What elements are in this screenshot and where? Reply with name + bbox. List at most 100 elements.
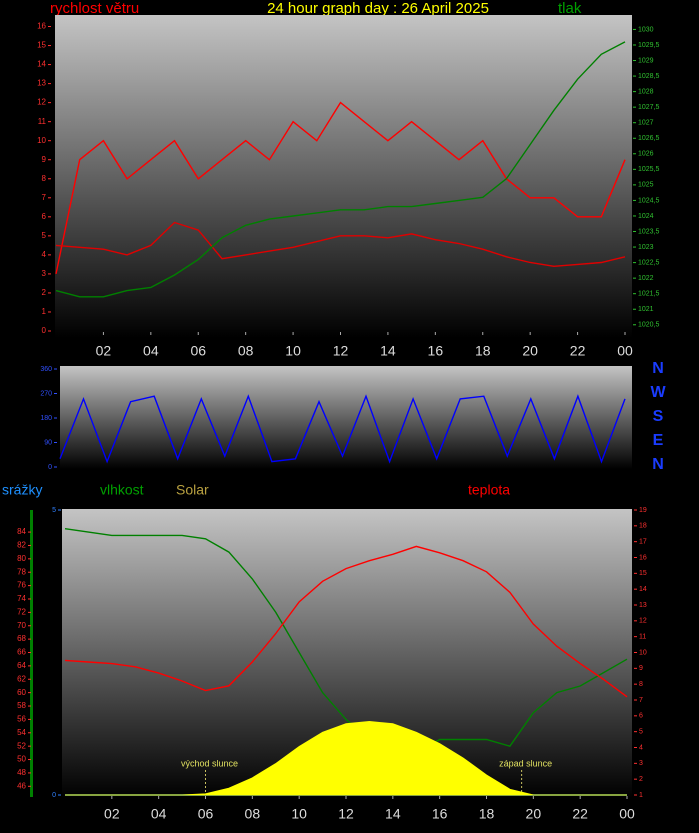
x-tick-label: 06 [198, 806, 214, 822]
x-tick-label: 10 [285, 343, 301, 359]
y2-tick-label: 11 [639, 634, 646, 641]
y2-tick-label: 1021 [638, 306, 654, 313]
legend-label: teplota [468, 482, 510, 498]
x-tick-label: 12 [338, 806, 354, 822]
compass-label: N [652, 456, 664, 473]
y-tick-label: 62 [17, 674, 26, 683]
y-tick-label: 13 [37, 79, 46, 88]
y2-tick-label: 1020,5 [638, 322, 660, 329]
y2-tick-label: 16 [639, 554, 647, 561]
annotation: východ slunce [181, 758, 238, 768]
y-tick-label: 11 [38, 117, 47, 126]
x-tick-label: 16 [432, 806, 448, 822]
y2-tick-label: 1025,5 [638, 166, 660, 173]
x-tick-label: 06 [190, 343, 206, 359]
y-tick-label: 48 [17, 768, 26, 777]
y2-tick-label: 1023,5 [638, 228, 660, 235]
y-tick-label: 74 [17, 594, 26, 603]
y-tick-label: 10 [37, 136, 46, 145]
y3-tick-label: 5 [52, 507, 56, 514]
y3-tick-label: 0 [52, 792, 56, 799]
y2-axis-label: tlak [558, 0, 582, 17]
x-tick-label: 22 [572, 806, 588, 822]
x-tick-label: 04 [143, 343, 159, 359]
y2-tick-label: 14 [639, 586, 647, 593]
x-tick-label: 20 [522, 343, 538, 359]
y-tick-label: 68 [17, 634, 26, 643]
y-tick-label: 360 [40, 366, 52, 373]
y2-tick-label: 17 [639, 539, 647, 546]
y-tick-label: 54 [17, 728, 26, 737]
y2-tick-label: 1022,5 [638, 259, 660, 266]
area [65, 720, 627, 796]
x-tick-label: 12 [333, 343, 349, 359]
y2-tick-label: 1021,5 [638, 291, 660, 298]
x-tick-label: 02 [104, 806, 120, 822]
y-tick-label: 270 [40, 390, 52, 397]
y2-tick-label: 1029 [638, 57, 654, 64]
y2-tick-label: 4 [639, 744, 643, 751]
x-tick-label: 00 [617, 343, 633, 359]
y-tick-label: 7 [42, 193, 47, 202]
y-tick-label: 90 [44, 439, 52, 446]
compass-label: S [653, 408, 664, 425]
compass-label: N [652, 360, 664, 377]
y2-tick-label: 1025 [638, 182, 654, 189]
y2-tick-label: 1 [639, 792, 643, 799]
line [55, 221, 626, 268]
y2-tick-label: 1024 [638, 213, 654, 220]
y2-tick-label: 1028 [638, 88, 654, 95]
y2-tick-label: 1027,5 [638, 104, 660, 111]
line [55, 101, 626, 275]
y-tick-label: 4 [42, 250, 47, 259]
annotation: západ slunce [499, 758, 552, 768]
compass-label: E [653, 432, 664, 449]
y2-tick-label: 7 [639, 697, 643, 704]
x-tick-label: 18 [479, 806, 495, 822]
y-tick-label: 84 [17, 527, 26, 536]
y-tick-label: 180 [40, 415, 52, 422]
y2-tick-label: 19 [639, 507, 647, 514]
y-tick-label: 8 [42, 174, 47, 183]
y-tick-label: 2 [42, 288, 47, 297]
y-tick-label: 80 [17, 554, 26, 563]
y-tick-label: 82 [17, 541, 26, 550]
y2-tick-label: 2 [639, 776, 643, 783]
y2-tick-label: 1026 [638, 151, 654, 158]
y2-tick-label: 8 [639, 681, 643, 688]
chart-title: 24 hour graph day : 26 April 2025 [267, 0, 489, 17]
x-tick-label: 14 [385, 806, 401, 822]
y-tick-label: 1 [42, 307, 47, 316]
x-tick-label: 10 [291, 806, 307, 822]
y-tick-label: 76 [17, 581, 26, 590]
y2-tick-label: 1026,5 [638, 135, 660, 142]
y-tick-label: 72 [17, 607, 26, 616]
plot-background [55, 15, 632, 338]
y2-tick-label: 1028,5 [638, 73, 660, 80]
x-tick-label: 14 [380, 343, 396, 359]
y-tick-label: 6 [42, 212, 47, 221]
y2-tick-label: 1024,5 [638, 197, 660, 204]
y2-tick-label: 6 [639, 713, 643, 720]
y-tick-label: 70 [17, 621, 26, 630]
plot-background [60, 366, 632, 469]
y2-tick-label: 10 [639, 649, 647, 656]
x-tick-label: 08 [238, 343, 254, 359]
line [64, 545, 628, 698]
x-tick-label: 08 [245, 806, 261, 822]
axis-bar [30, 510, 33, 797]
y2-tick-label: 3 [639, 760, 643, 767]
line [59, 394, 626, 464]
legend-label: Solar [176, 482, 209, 498]
y2-tick-label: 1027 [638, 120, 654, 127]
y-tick-label: 56 [17, 715, 26, 724]
line [64, 528, 628, 754]
y-tick-label: 15 [37, 41, 46, 50]
y-tick-label: 52 [17, 741, 26, 750]
y-tick-label: 60 [17, 688, 26, 697]
y-tick-label: 64 [17, 661, 26, 670]
y-tick-label: 46 [17, 781, 26, 790]
y2-tick-label: 5 [639, 729, 643, 736]
